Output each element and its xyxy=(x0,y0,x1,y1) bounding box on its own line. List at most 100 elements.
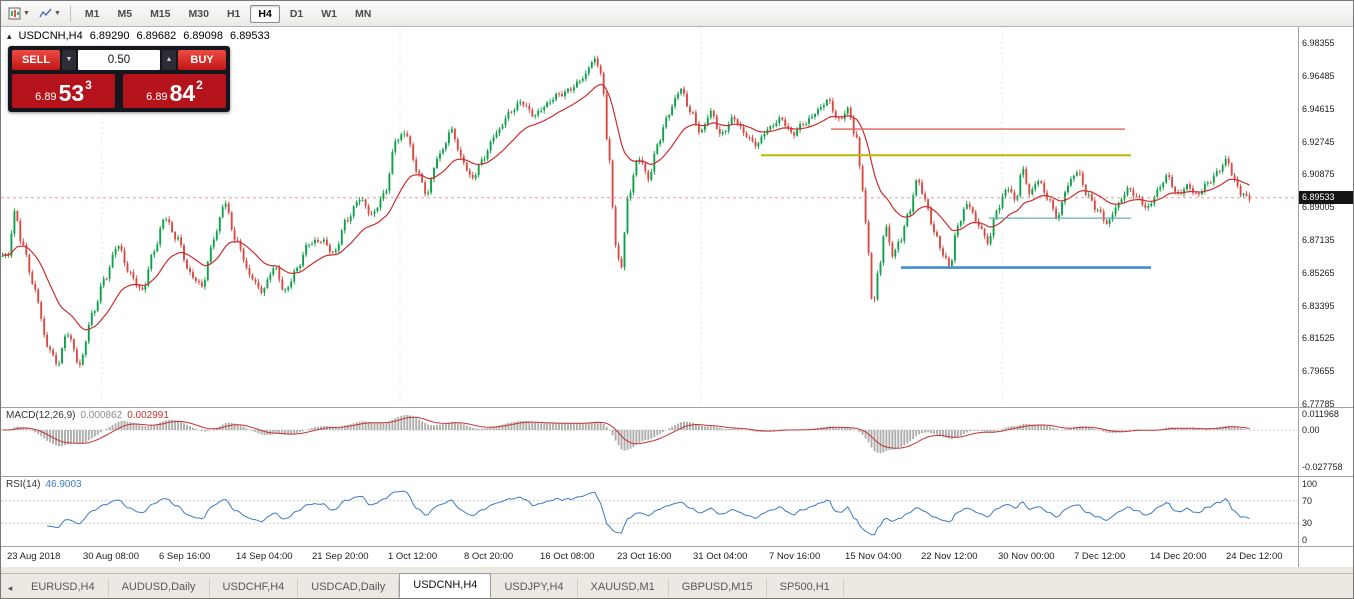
axis-tick: 6.87135 xyxy=(1302,234,1335,245)
axis-tick: 6.85265 xyxy=(1302,267,1335,278)
price-chart-canvas xyxy=(1,27,1298,407)
time-axis[interactable]: 23 Aug 2018 30 Aug 08:00 6 Sep 16:00 14 Sep… xyxy=(1,547,1298,567)
timeframe-button-d1[interactable]: D1 xyxy=(289,7,304,20)
timeframe-button-w1[interactable]: W1 xyxy=(321,7,337,20)
chart-tab-usdchf-h4[interactable]: USDCHF,H4 xyxy=(210,578,299,598)
axis-tick: 6.81525 xyxy=(1302,333,1335,344)
timeframe-button-m5[interactable]: M5 xyxy=(117,7,133,20)
axis-tick: 0.011968 xyxy=(1302,409,1339,419)
price-axis[interactable]: 6.89533 6.98355 6.96485 6.94615 6.92745 6.90… xyxy=(1298,27,1353,407)
volume-input[interactable] xyxy=(78,50,160,70)
macd-name: MACD(12,26,9) xyxy=(6,410,76,421)
time-tick: 24 Dec 12:00 xyxy=(1226,551,1283,562)
axis-tick: 30 xyxy=(1302,518,1313,529)
chart-ohlc-header: ▴ USDCNH,H4 6.89290 6.89682 6.89098 6.89… xyxy=(7,30,270,42)
timeframe-button-m30[interactable]: M30 xyxy=(188,7,209,20)
line-style-icon xyxy=(39,8,52,18)
time-tick: 22 Nov 12:00 xyxy=(921,551,978,562)
chart-tab-usdcad-daily[interactable]: USDCAD,Daily xyxy=(298,578,400,598)
time-tick: 7 Nov 16:00 xyxy=(769,551,821,562)
macd-value-main: 0.000862 xyxy=(80,410,123,421)
volume-increase-button[interactable]: ▲ xyxy=(162,50,176,70)
time-tick: 14 Sep 04:00 xyxy=(236,551,293,562)
buy-button[interactable]: BUY xyxy=(178,50,226,70)
timeframe-button-m15[interactable]: M15 xyxy=(150,7,171,20)
toolbar-separator xyxy=(69,5,71,22)
time-tick: 7 Dec 12:00 xyxy=(1074,551,1126,562)
ohlc-high: 6.89682 xyxy=(136,30,177,42)
buy-price-display[interactable]: 6.89 84 2 xyxy=(123,74,226,108)
macd-pane[interactable]: MACD(12,26,9) 0.000862 0.002991 xyxy=(1,408,1298,476)
macd-label: MACD(12,26,9) 0.000862 0.002991 xyxy=(6,410,169,421)
time-tick: 23 Aug 2018 xyxy=(7,551,61,562)
rsi-value: 46.9003 xyxy=(45,479,82,490)
chart-template-icon xyxy=(8,7,21,20)
tab-strip: EURUSD,H4 AUDUSD,Daily USDCHF,H4 USDCAD,Dai… xyxy=(18,573,844,598)
axis-tick: 6.79655 xyxy=(1302,366,1335,377)
axis-tick: 6.96485 xyxy=(1302,70,1335,81)
macd-canvas xyxy=(1,415,1298,454)
chart-tabbar: ◂ EURUSD,H4 AUDUSD,Daily USDCHF,H4 USDCAD,D… xyxy=(1,573,1353,598)
chart-tab-sp500-h1[interactable]: SP500,H1 xyxy=(767,578,844,598)
chart-tab-audusd-daily[interactable]: AUDUSD,Daily xyxy=(109,578,210,598)
main-chart-pane[interactable]: ▴ USDCNH,H4 6.89290 6.89682 6.89098 6.89… xyxy=(1,27,1298,407)
time-tick: 30 Nov 00:00 xyxy=(998,551,1055,562)
timeframe-group: M1 M5 M15 M30 H1 H4 D1 W1 MN xyxy=(76,4,380,23)
time-tick: 31 Oct 04:00 xyxy=(693,551,748,562)
timeframe-button-mn[interactable]: MN xyxy=(355,7,372,20)
buy-price-main: 84 xyxy=(169,80,196,106)
one-click-collapse-button[interactable]: ▴ xyxy=(7,30,12,41)
chart-tab-gbpusd-m15[interactable]: GBPUSD,M15 xyxy=(669,578,767,598)
axis-tick: 100 xyxy=(1302,479,1318,489)
timeframe-button-h1[interactable]: H1 xyxy=(226,7,241,20)
rsi-canvas xyxy=(1,490,1298,536)
time-tick: 30 Aug 08:00 xyxy=(83,551,139,562)
rsi-axis[interactable]: 100 70 30 0 xyxy=(1298,477,1353,546)
axis-tick: 6.94615 xyxy=(1302,103,1335,114)
chart-template-button[interactable]: ▼ xyxy=(4,3,34,25)
time-tick: 15 Nov 04:00 xyxy=(845,551,902,562)
time-tick: 14 Dec 20:00 xyxy=(1150,551,1207,562)
tabbar-scroll-left-button[interactable]: ◂ xyxy=(7,583,13,593)
axis-tick: 70 xyxy=(1302,495,1313,506)
time-tick: 6 Sep 16:00 xyxy=(159,551,211,562)
macd-axis[interactable]: 0.011968 0.00 -0.027758 xyxy=(1298,408,1353,476)
sell-price-main: 53 xyxy=(58,80,85,106)
sell-price-sup: 3 xyxy=(85,78,92,92)
pane-divider[interactable] xyxy=(1,546,1353,547)
symbol-label: USDCNH,H4 xyxy=(18,30,83,42)
sell-price-display[interactable]: 6.89 53 3 xyxy=(12,74,115,108)
chevron-down-icon: ▼ xyxy=(53,10,61,17)
rsi-pane[interactable]: RSI(14) 46.9003 xyxy=(1,477,1298,546)
line-style-button[interactable]: ▼ xyxy=(35,3,65,25)
time-tick: 1 Oct 12:00 xyxy=(388,551,438,562)
axis-tick: 6.90875 xyxy=(1302,169,1335,180)
chart-tab-usdcnh-h4[interactable]: USDCNH,H4 xyxy=(399,573,492,598)
pane-divider[interactable] xyxy=(1,476,1353,477)
axis-tick: 0 xyxy=(1302,535,1308,545)
statusbar-gap xyxy=(1,567,1353,573)
current-price-tag: 6.89533 xyxy=(1299,191,1353,205)
rsi-name: RSI(14) xyxy=(6,479,41,490)
macd-value-signal: 0.002991 xyxy=(127,410,169,421)
volume-decrease-button[interactable]: ▼ xyxy=(62,50,76,70)
timeframe-button-m1[interactable]: M1 xyxy=(84,7,100,20)
buy-price-head: 6.89 xyxy=(146,91,168,103)
toolbar: ▼ ▼ M1 M5 M15 M30 H1 H4 D1 W1 MN xyxy=(1,1,1353,27)
rsi-label: RSI(14) 46.9003 xyxy=(6,479,82,490)
ohlc-close: 6.89533 xyxy=(230,30,270,42)
chart-tab-eurusd-h4[interactable]: EURUSD,H4 xyxy=(18,578,109,598)
sell-button[interactable]: SELL xyxy=(12,50,60,70)
axis-tick: 6.83395 xyxy=(1302,300,1335,311)
chart-tab-xauusd-m1[interactable]: XAUUSD,M1 xyxy=(578,578,669,598)
pane-divider[interactable] xyxy=(1,407,1353,408)
time-axis-corner xyxy=(1298,547,1353,567)
chevron-down-icon: ▼ xyxy=(23,10,30,17)
chart-tab-usdjpy-h4[interactable]: USDJPY,H4 xyxy=(491,578,578,598)
time-tick: 23 Oct 16:00 xyxy=(617,551,672,562)
ohlc-open: 6.89290 xyxy=(89,30,130,42)
ohlc-low: 6.89098 xyxy=(183,30,224,42)
timeframe-button-h4[interactable]: H4 xyxy=(250,4,280,23)
one-click-trading-panel: SELL ▼ ▲ BUY 6.89 53 3 6.89 84 2 xyxy=(8,46,230,112)
